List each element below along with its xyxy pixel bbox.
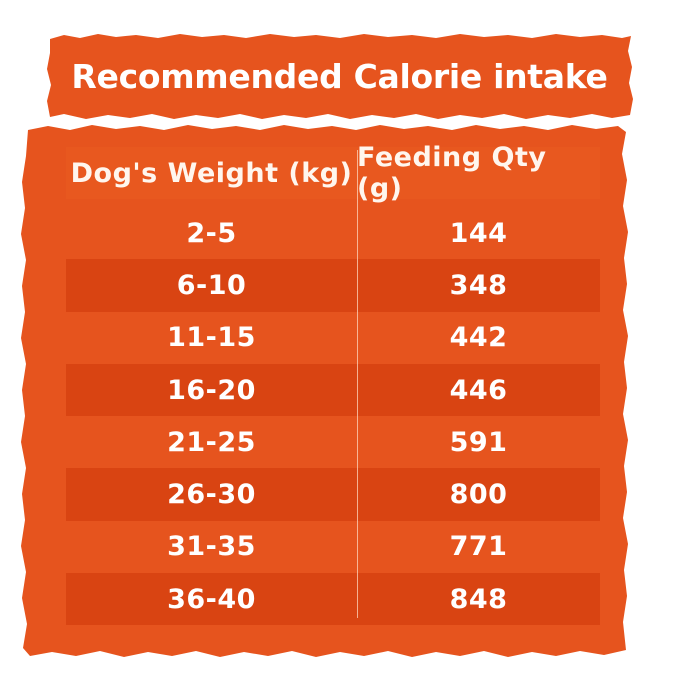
feeding-qty-cell: 446	[449, 374, 508, 406]
weight-cell: 26-30	[167, 479, 256, 511]
feeding-qty-cell: 348	[449, 269, 508, 301]
feeding-qty-cell: 848	[449, 583, 508, 615]
table-row: 36-40 848	[66, 573, 600, 626]
column-divider	[357, 150, 358, 618]
table-header-row: Dog's Weight (kg) Feeding Qty (g)	[66, 142, 600, 204]
table-row: 31-35 771	[66, 521, 600, 573]
table-row: 2-5 144	[66, 207, 600, 259]
weight-cell: 31-35	[167, 531, 256, 563]
feeding-qty-cell: 771	[449, 531, 508, 563]
feeding-table: Dog's Weight (kg) Feeding Qty (g) 2-5 14…	[66, 142, 600, 626]
page-title: Recommended Calorie intake	[71, 56, 608, 96]
table-row: 26-30 800	[66, 468, 600, 521]
weight-cell: 36-40	[167, 583, 256, 615]
table-row: 21-25 591	[66, 416, 600, 468]
column-header-weight: Dog's Weight (kg)	[70, 157, 353, 189]
feeding-qty-cell: 144	[449, 217, 508, 249]
weight-cell: 11-15	[167, 322, 256, 354]
feeding-qty-cell: 800	[449, 479, 508, 511]
title-banner-background	[47, 34, 633, 119]
feeding-qty-cell: 442	[449, 322, 508, 354]
table-row: 16-20 446	[66, 363, 600, 417]
weight-cell: 6-10	[176, 269, 247, 301]
weight-cell: 21-25	[167, 426, 256, 458]
table-row: 11-15 442	[66, 312, 600, 364]
table-row: 6-10 348	[66, 259, 600, 312]
weight-cell: 16-20	[167, 374, 256, 406]
feeding-qty-cell: 591	[449, 426, 508, 458]
weight-cell: 2-5	[186, 217, 237, 249]
column-header-feeding-qty: Feeding Qty (g)	[357, 142, 547, 204]
